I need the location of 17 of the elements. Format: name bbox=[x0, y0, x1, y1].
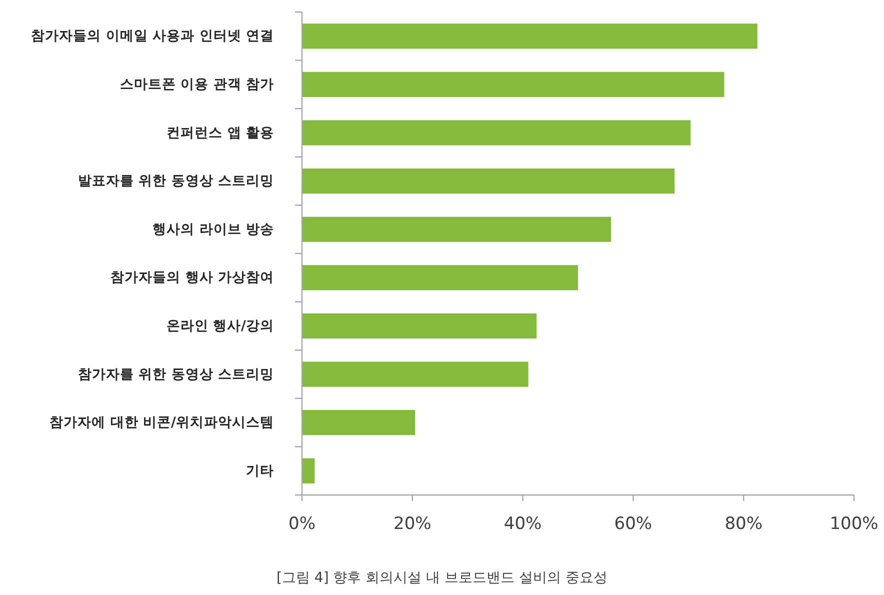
y-tick-label: 참가자에 대한 비콘/위치파악시스템 bbox=[50, 414, 274, 431]
y-tick-label: 기타 bbox=[246, 462, 274, 479]
y-tick-label: 스마트폰 이용 관객 참가 bbox=[120, 76, 274, 92]
text: [그림 4] 향후 회의시설 내 브로드밴드 설비의 중요성 bbox=[276, 570, 608, 586]
x-tick-label: 20% bbox=[394, 514, 432, 534]
x-tick-label: 100% bbox=[830, 514, 878, 534]
x-tick-label: 60% bbox=[614, 514, 652, 534]
x-tick-label: 0% bbox=[288, 514, 316, 534]
y-tick-label: 참가자를 위한 동영상 스트리밍 bbox=[78, 366, 274, 382]
y-tick-label: 참가자들의 이메일 사용과 인터넷 연결 bbox=[31, 28, 274, 44]
x-tick-label: 80% bbox=[724, 514, 762, 534]
y-tick-label: 참가자들의 행사 가상참여 bbox=[110, 270, 274, 286]
y-tick-label: 발표자를 위한 동영상 스트리밍 bbox=[78, 173, 274, 190]
y-tick-label: 온라인 행사/강의 bbox=[166, 318, 274, 334]
x-tick-label: 40% bbox=[504, 514, 542, 534]
y-tick-label: 행사의 라이브 방송 bbox=[152, 221, 274, 238]
y-tick-label: 컨퍼런스 앱 활용 bbox=[166, 124, 274, 141]
